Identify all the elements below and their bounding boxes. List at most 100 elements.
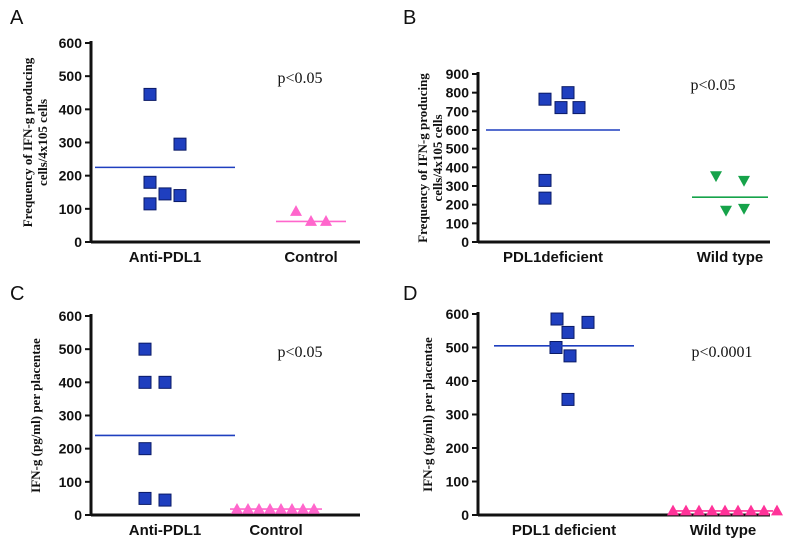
y-tick-label: 100 bbox=[446, 215, 470, 231]
panel-letter: A bbox=[10, 7, 24, 29]
data-point bbox=[745, 504, 757, 516]
data-point bbox=[305, 215, 317, 226]
data-point bbox=[572, 101, 586, 115]
y-tick-label: 800 bbox=[446, 85, 470, 101]
data-point bbox=[538, 92, 552, 106]
y-tick-label: 200 bbox=[59, 168, 83, 184]
p-value-annotation: p<0.0001 bbox=[691, 344, 752, 361]
data-point bbox=[720, 205, 732, 217]
data-point bbox=[290, 205, 302, 216]
y-tick-label: 300 bbox=[446, 407, 470, 423]
y-tick-label: 0 bbox=[461, 234, 469, 250]
data-point bbox=[561, 86, 575, 100]
data-point bbox=[173, 189, 187, 203]
y-tick-label: 700 bbox=[446, 103, 470, 119]
panel-letter: D bbox=[403, 283, 417, 305]
series-1 bbox=[230, 502, 322, 514]
data-point bbox=[158, 493, 172, 507]
data-point bbox=[680, 504, 692, 516]
data-point bbox=[563, 349, 577, 363]
data-point bbox=[710, 171, 722, 183]
y-tick-label: 0 bbox=[74, 507, 82, 523]
panel-letter: B bbox=[403, 7, 416, 29]
panel-d: D IFN-g (pg/ml) per placentae 0 100 200 300 40… bbox=[403, 283, 783, 538]
data-point bbox=[771, 504, 783, 516]
data-point bbox=[550, 312, 564, 326]
series-0 bbox=[95, 342, 235, 507]
data-point bbox=[693, 504, 705, 516]
data-point bbox=[143, 175, 157, 189]
y-tick-label: 600 bbox=[59, 308, 83, 324]
p-value-annotation: p<0.05 bbox=[277, 344, 322, 361]
panel-b: B Frequency of IFN-g producingcells/4x105… bbox=[403, 7, 770, 266]
series-0 bbox=[95, 87, 235, 211]
data-point bbox=[581, 315, 595, 329]
y-axis-label: Frequency of IFN-g producingcells/4x105 … bbox=[20, 57, 50, 227]
x-category-label: Anti-PDL1 bbox=[129, 249, 202, 266]
y-tick-label: 200 bbox=[446, 440, 470, 456]
series-1 bbox=[692, 171, 768, 217]
y-tick-label: 500 bbox=[59, 341, 83, 357]
data-point bbox=[758, 504, 770, 516]
y-tick-label: 600 bbox=[446, 122, 470, 138]
series-0 bbox=[494, 312, 634, 406]
data-point bbox=[143, 87, 157, 101]
y-tick-label: 100 bbox=[59, 201, 83, 217]
y-tick-label: 400 bbox=[59, 374, 83, 390]
data-point bbox=[538, 173, 552, 187]
data-point bbox=[158, 187, 172, 201]
x-category-label: PDL1 deficient bbox=[512, 522, 616, 538]
data-point bbox=[738, 203, 750, 215]
data-point bbox=[173, 137, 187, 151]
y-axis-label-line: cells/4x105 cells bbox=[35, 99, 50, 186]
y-tick-label: 900 bbox=[446, 66, 470, 82]
data-point bbox=[138, 342, 152, 356]
y-tick-label: 100 bbox=[59, 474, 83, 490]
y-axis-label: IFN-g (pg/ml) per placentae bbox=[420, 337, 435, 492]
y-tick-label: 500 bbox=[59, 68, 83, 84]
data-point bbox=[719, 504, 731, 516]
data-point bbox=[667, 504, 679, 516]
series-1 bbox=[667, 504, 783, 516]
x-category-label: Control bbox=[284, 249, 337, 266]
y-axis-label-line: Frequency of IFN-g producing bbox=[20, 57, 35, 227]
data-point bbox=[138, 442, 152, 456]
panel-letter: C bbox=[10, 283, 24, 305]
y-axis-label-line: IFN-g (pg/ml) per placentae bbox=[420, 337, 435, 492]
x-category-label: PDL1deficient bbox=[503, 249, 603, 266]
data-point bbox=[732, 504, 744, 516]
series-1 bbox=[276, 205, 346, 226]
y-tick-label: 500 bbox=[446, 340, 470, 356]
panel-c: C IFN-g (pg/ml) per placentae 0 100 200 300 40… bbox=[10, 283, 360, 538]
y-axis-label-line: cells/4x105 cells bbox=[430, 114, 445, 201]
y-tick-label: 400 bbox=[59, 101, 83, 117]
y-tick-label: 600 bbox=[59, 35, 83, 51]
y-tick-label: 300 bbox=[59, 408, 83, 424]
y-tick-label: 300 bbox=[59, 135, 83, 151]
series-0 bbox=[486, 86, 620, 205]
y-tick-label: 100 bbox=[446, 474, 470, 490]
x-category-label: Anti-PDL1 bbox=[129, 522, 202, 538]
x-category-label: Control bbox=[249, 522, 302, 538]
data-point bbox=[158, 375, 172, 389]
data-point bbox=[143, 197, 157, 211]
data-point bbox=[706, 504, 718, 516]
panel-a: A Frequency of IFN-g producingcells/4x105… bbox=[10, 7, 360, 266]
y-tick-label: 300 bbox=[446, 178, 470, 194]
y-tick-label: 600 bbox=[446, 306, 470, 322]
y-tick-label: 500 bbox=[446, 141, 470, 157]
p-value-annotation: p<0.05 bbox=[690, 77, 735, 94]
data-point bbox=[320, 215, 332, 226]
data-point bbox=[738, 175, 750, 187]
y-axis-label-line: IFN-g (pg/ml) per placentae bbox=[28, 338, 43, 493]
data-point bbox=[138, 375, 152, 389]
data-point bbox=[138, 491, 152, 505]
y-axis-label: Frequency of IFN-g producingcells/4x105 … bbox=[415, 73, 445, 243]
y-axis-label-line: Frequency of IFN-g producing bbox=[415, 73, 430, 243]
y-tick-label: 0 bbox=[461, 507, 469, 523]
data-point bbox=[554, 101, 568, 115]
data-point bbox=[561, 392, 575, 406]
p-value-annotation: p<0.05 bbox=[277, 70, 322, 87]
data-point bbox=[538, 191, 552, 205]
